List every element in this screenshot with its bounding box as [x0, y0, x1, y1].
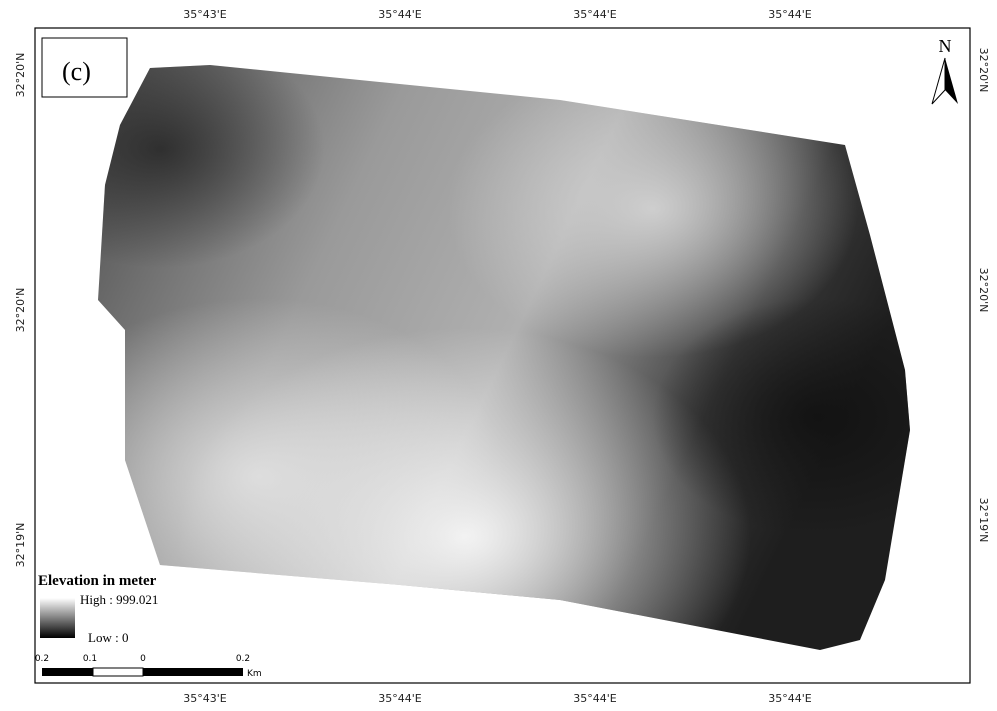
- right-coord-label: 32°20'N: [977, 48, 990, 93]
- bottom-coord-label: 35°44'E: [768, 692, 812, 705]
- scale-unit: Km: [247, 669, 262, 679]
- left-coord-label: 32°20'N: [14, 288, 27, 333]
- scale-segment: [42, 668, 93, 676]
- elevation-raster: [95, 60, 915, 655]
- scale-label: 0: [140, 654, 146, 664]
- left-coord-label: 32°19'N: [14, 523, 27, 568]
- top-coord-label: 35°44'E: [378, 8, 422, 21]
- legend-ramp: [40, 598, 75, 638]
- panel-label: (c): [62, 57, 91, 86]
- left-coord-label: 32°20'N: [14, 53, 27, 98]
- top-coord-label: 35°44'E: [573, 8, 617, 21]
- scale-label: 0.2: [35, 654, 49, 664]
- legend-low: Low : 0: [88, 630, 128, 645]
- scale-label: 0.1: [83, 654, 97, 664]
- scale-segment: [143, 668, 243, 676]
- bottom-coord-label: 35°44'E: [573, 692, 617, 705]
- bottom-coord-label: 35°43'E: [183, 692, 227, 705]
- legend-title: Elevation in meter: [38, 573, 157, 589]
- legend-high: High : 999.021: [80, 592, 158, 607]
- scale-segment: [93, 668, 143, 676]
- map: (c) N 35°43'E 35°44'E 35°44'E 35°44'E 35°43'…: [0, 0, 997, 711]
- right-coord-label: 32°19'N: [977, 498, 990, 543]
- right-coord-label: 32°20'N: [977, 268, 990, 313]
- scale-label: 0.2: [236, 654, 250, 664]
- top-coord-label: 35°43'E: [183, 8, 227, 21]
- top-coord-label: 35°44'E: [768, 8, 812, 21]
- north-label: N: [939, 36, 952, 56]
- bottom-coord-label: 35°44'E: [378, 692, 422, 705]
